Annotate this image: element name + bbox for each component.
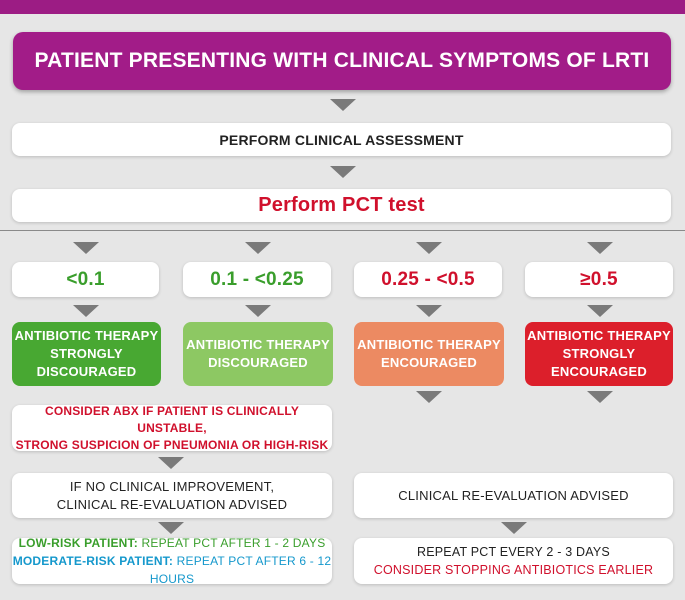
therapy-line: STRONGLY bbox=[50, 346, 123, 361]
therapy-line: DISCOURAGED bbox=[36, 364, 137, 379]
threshold-label: 0.1 - <0.25 bbox=[210, 268, 304, 290]
arrow-down-icon bbox=[158, 522, 184, 534]
therapy-box-discouraged: ANTIBIOTIC THERAPY DISCOURAGED bbox=[183, 322, 333, 386]
no-improvement-line: CLINICAL RE-EVALUATION ADVISED bbox=[56, 496, 288, 512]
top-bar bbox=[0, 0, 685, 14]
arrow-down-icon bbox=[330, 99, 356, 111]
no-improvement-box: IF NO CLINICAL IMPROVEMENT, CLINICAL RE-… bbox=[12, 473, 332, 518]
therapy-line: ENCOURAGED bbox=[381, 355, 477, 370]
threshold-box-1: <0.1 bbox=[12, 262, 159, 297]
consider-abx-box: CONSIDER ABX IF PATIENT IS CLINICALLY UN… bbox=[12, 403, 332, 452]
arrow-down-icon bbox=[158, 457, 184, 469]
threshold-box-3: 0.25 - <0.5 bbox=[354, 262, 502, 297]
moderate-risk-label: MODERATE-RISK PATIENT: bbox=[12, 554, 174, 568]
arrow-down-icon bbox=[73, 242, 99, 254]
stop-antibiotics-line: CONSIDER STOPPING ANTIBIOTICS EARLIER bbox=[373, 563, 654, 577]
low-risk-text: REPEAT PCT AFTER 1 - 2 DAYS bbox=[141, 536, 326, 550]
therapy-line: ANTIBIOTIC THERAPY bbox=[14, 328, 159, 343]
arrow-down-icon bbox=[416, 242, 442, 254]
repeat-pct-right-box: REPEAT PCT EVERY 2 - 3 DAYS CONSIDER STO… bbox=[354, 538, 673, 584]
pct-test-text: Perform PCT test bbox=[258, 194, 425, 216]
arrow-down-icon bbox=[416, 305, 442, 317]
arrow-down-icon bbox=[73, 305, 99, 317]
therapy-box-strongly-discouraged: ANTIBIOTIC THERAPY STRONGLY DISCOURAGED bbox=[12, 322, 161, 386]
therapy-box-encouraged: ANTIBIOTIC THERAPY ENCOURAGED bbox=[354, 322, 504, 386]
arrow-down-icon bbox=[330, 166, 356, 178]
therapy-line: DISCOURAGED bbox=[208, 355, 308, 370]
therapy-line: ANTIBIOTIC THERAPY bbox=[527, 328, 671, 343]
divider bbox=[0, 230, 685, 231]
arrow-down-icon bbox=[245, 305, 271, 317]
title-text: PATIENT PRESENTING WITH CLINICAL SYMPTOM… bbox=[34, 49, 650, 72]
arrow-down-icon bbox=[245, 242, 271, 254]
low-risk-line: LOW-RISK PATIENT: REPEAT PCT AFTER 1 - 2… bbox=[19, 534, 326, 552]
moderate-risk-text: REPEAT PCT AFTER 6 - 12 HOURS bbox=[149, 554, 332, 586]
arrow-down-icon bbox=[587, 391, 613, 403]
repeat-pct-risk-box: LOW-RISK PATIENT: REPEAT PCT AFTER 1 - 2… bbox=[12, 536, 332, 586]
assessment-box: PERFORM CLINICAL ASSESSMENT bbox=[12, 123, 671, 156]
threshold-box-4: ≥0.5 bbox=[525, 262, 673, 297]
arrow-down-icon bbox=[501, 522, 527, 534]
arrow-down-icon bbox=[587, 242, 613, 254]
threshold-label: 0.25 - <0.5 bbox=[381, 268, 475, 290]
low-risk-label: LOW-RISK PATIENT: bbox=[18, 536, 138, 550]
therapy-line: ANTIBIOTIC THERAPY bbox=[186, 337, 330, 352]
reevaluation-box: CLINICAL RE-EVALUATION ADVISED bbox=[354, 473, 673, 518]
therapy-line: ANTIBIOTIC THERAPY bbox=[357, 337, 501, 352]
arrow-down-icon bbox=[587, 305, 613, 317]
assessment-text: PERFORM CLINICAL ASSESSMENT bbox=[219, 131, 464, 148]
reevaluation-text: CLINICAL RE-EVALUATION ADVISED bbox=[398, 488, 629, 503]
no-improvement-line: IF NO CLINICAL IMPROVEMENT, bbox=[69, 478, 275, 494]
therapy-box-strongly-encouraged: ANTIBIOTIC THERAPY STRONGLY ENCOURAGED bbox=[525, 322, 673, 386]
consider-abx-line: STRONG SUSPICION OF PNEUMONIA OR HIGH-RI… bbox=[15, 437, 329, 452]
threshold-box-2: 0.1 - <0.25 bbox=[183, 262, 331, 297]
pct-test-box: Perform PCT test bbox=[12, 189, 671, 222]
therapy-line: ENCOURAGED bbox=[551, 364, 647, 379]
moderate-risk-line: MODERATE-RISK PATIENT: REPEAT PCT AFTER … bbox=[12, 552, 332, 588]
threshold-label: ≥0.5 bbox=[580, 268, 618, 290]
therapy-line: STRONGLY bbox=[562, 346, 636, 361]
threshold-label: <0.1 bbox=[66, 268, 105, 290]
consider-abx-line: CONSIDER ABX IF PATIENT IS CLINICALLY UN… bbox=[44, 403, 300, 435]
title-box: PATIENT PRESENTING WITH CLINICAL SYMPTOM… bbox=[13, 32, 671, 90]
arrow-down-icon bbox=[416, 391, 442, 403]
repeat-pct-line: REPEAT PCT EVERY 2 - 3 DAYS bbox=[417, 545, 610, 559]
